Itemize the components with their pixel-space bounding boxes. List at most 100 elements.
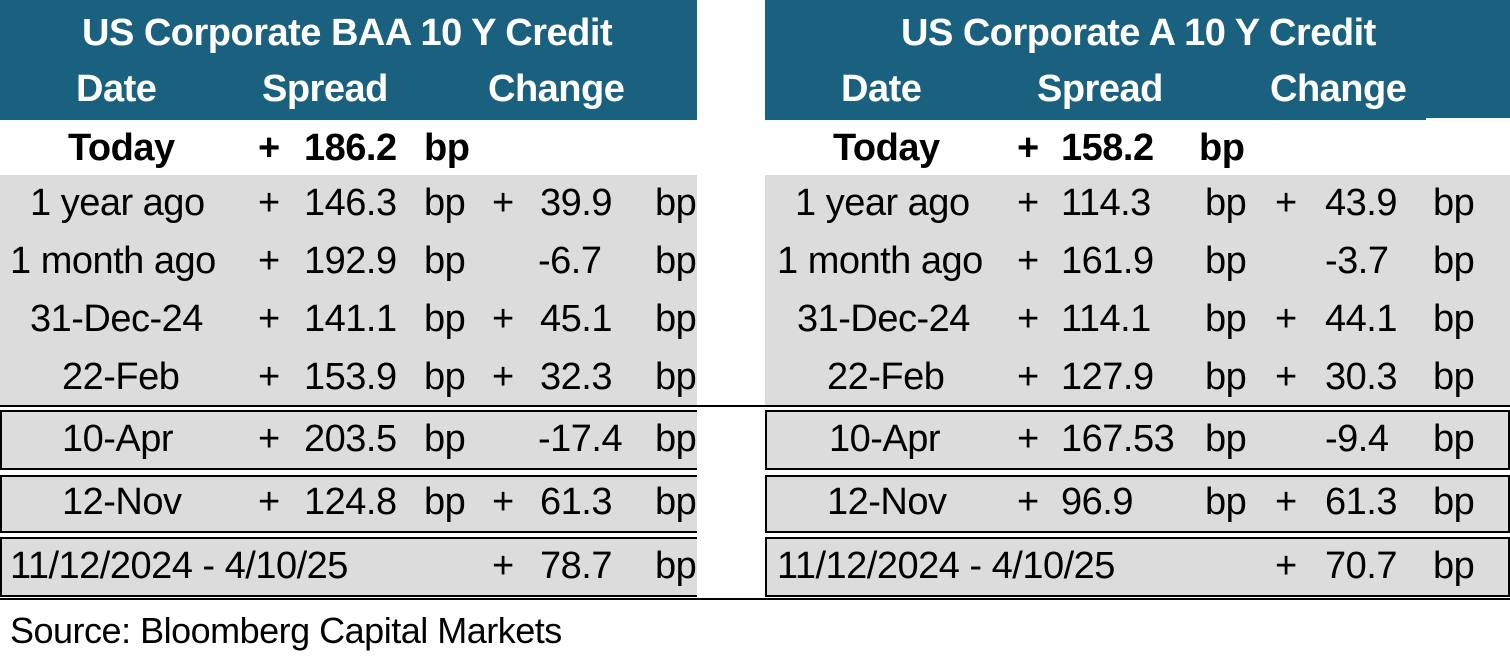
panel-gap xyxy=(697,0,765,600)
baa-col-spread: Spread xyxy=(262,68,388,110)
source-note: Source: Bloomberg Capital Markets xyxy=(10,610,562,651)
row-sign: + xyxy=(258,418,280,460)
a-nov-row: 12-Nov + 96.9 bp + 61.3 bp xyxy=(765,475,1510,533)
row-unit: bp xyxy=(1205,240,1247,282)
row-spread: 141.1 xyxy=(304,298,397,340)
row-sign: + xyxy=(1017,240,1039,282)
a-header-notch xyxy=(1426,0,1510,120)
table-row: 1 year ago + 146.3 bp + 39.9 bp xyxy=(0,175,745,232)
row-sign: + xyxy=(1017,481,1039,523)
a-today-label: Today xyxy=(833,127,940,169)
row-unit: bp xyxy=(1205,418,1247,460)
row-change-sign: + xyxy=(492,481,514,523)
section-divider xyxy=(0,405,1510,407)
row-label: 10-Apr xyxy=(829,418,941,460)
row-change-unit: bp xyxy=(1433,481,1475,523)
row-spread: 127.9 xyxy=(1061,356,1154,398)
row-change-sign: + xyxy=(492,356,514,398)
row-change-sign: + xyxy=(1275,356,1297,398)
baa-today-spread: 186.2 xyxy=(304,127,397,169)
row-label: 22-Feb xyxy=(62,356,180,398)
row-change-sign: + xyxy=(1275,545,1297,587)
a-history-block: 1 year ago + 114.3 bp + 43.9 bp 1 month … xyxy=(765,175,1510,407)
row-change-unit: bp xyxy=(655,298,697,340)
row-label: 10-Apr xyxy=(62,418,174,460)
a-today-sign: + xyxy=(1017,127,1039,169)
baa-today-unit: bp xyxy=(424,127,470,169)
a-today-unit: bp xyxy=(1199,127,1245,169)
row-spread: 167.53 xyxy=(1061,418,1175,460)
row-label: 11/12/2024 - 4/10/25 xyxy=(10,545,348,587)
row-sign: + xyxy=(1017,182,1039,224)
row-unit: bp xyxy=(424,240,466,282)
row-change-unit: bp xyxy=(655,481,697,523)
row-change: 32.3 xyxy=(540,356,612,398)
baa-today-label: Today xyxy=(68,127,175,169)
baa-nov-row: 12-Nov + 124.8 bp + 61.3 bp xyxy=(0,475,745,533)
row-spread: 114.1 xyxy=(1061,298,1151,340)
row-sign: + xyxy=(258,298,280,340)
row-change: 61.3 xyxy=(1325,481,1397,523)
row-sign: + xyxy=(1017,356,1039,398)
row-unit: bp xyxy=(1205,481,1247,523)
row-spread: 114.3 xyxy=(1061,182,1151,224)
a-spread-table: US Corporate A 10 Y Credit Date Spread C… xyxy=(765,0,1510,600)
row-change-sign: + xyxy=(1275,298,1297,340)
row-unit: bp xyxy=(1205,298,1247,340)
baa-col-date: Date xyxy=(76,68,157,110)
row-spread: 153.9 xyxy=(304,356,397,398)
row-unit: bp xyxy=(1205,356,1247,398)
row-sign: + xyxy=(1017,418,1039,460)
a-col-change: Change xyxy=(1270,68,1407,110)
row-unit: bp xyxy=(424,356,466,398)
baa-title: US Corporate BAA 10 Y Credit xyxy=(82,12,613,54)
row-change: 30.3 xyxy=(1325,356,1397,398)
row-label: 1 year ago xyxy=(795,182,970,224)
row-change: 61.3 xyxy=(540,481,612,523)
row-label: 12-Nov xyxy=(62,481,182,523)
row-change: 44.1 xyxy=(1325,298,1397,340)
row-label: 1 month ago xyxy=(10,240,216,282)
row-unit: bp xyxy=(424,182,466,224)
row-sign: + xyxy=(258,481,280,523)
row-change: 43.9 xyxy=(1325,182,1397,224)
row-label: 1 year ago xyxy=(30,182,205,224)
baa-today-sign: + xyxy=(258,127,280,169)
footer-divider xyxy=(0,598,1510,600)
row-sign: + xyxy=(258,182,280,224)
row-change-sign: + xyxy=(492,545,514,587)
row-change: 39.9 xyxy=(540,182,612,224)
row-change: -3.7 xyxy=(1325,240,1389,282)
a-col-spread: Spread xyxy=(1037,68,1163,110)
row-sign: + xyxy=(1017,298,1039,340)
baa-range-row: 11/12/2024 - 4/10/25 + 78.7 bp xyxy=(0,537,745,597)
row-change-unit: bp xyxy=(1433,182,1475,224)
row-change-unit: bp xyxy=(655,418,697,460)
table-row: 22-Feb + 153.9 bp + 32.3 bp xyxy=(0,349,745,406)
row-change: 45.1 xyxy=(540,298,612,340)
table-row: 22-Feb + 127.9 bp + 30.3 bp xyxy=(765,349,1510,406)
row-change-unit: bp xyxy=(1433,418,1475,460)
row-label: 31-Dec-24 xyxy=(797,298,970,340)
row-spread: 192.9 xyxy=(304,240,397,282)
row-label: 12-Nov xyxy=(827,481,947,523)
a-col-date: Date xyxy=(841,68,922,110)
row-label: 22-Feb xyxy=(827,356,945,398)
row-change: -9.4 xyxy=(1325,418,1389,460)
row-change: -17.4 xyxy=(538,418,623,460)
a-header: US Corporate A 10 Y Credit Date Spread C… xyxy=(765,0,1510,120)
row-change: 70.7 xyxy=(1325,545,1397,587)
baa-today-row: Today + 186.2 bp xyxy=(0,120,745,175)
row-spread: 146.3 xyxy=(304,182,397,224)
row-change-sign: + xyxy=(492,298,514,340)
row-unit: bp xyxy=(1205,182,1247,224)
baa-col-change: Change xyxy=(488,68,625,110)
row-change-sign: + xyxy=(492,182,514,224)
baa-spread-table: US Corporate BAA 10 Y Credit Date Spread… xyxy=(0,0,745,600)
row-unit: bp xyxy=(424,481,466,523)
row-change-unit: bp xyxy=(655,182,697,224)
row-sign: + xyxy=(258,356,280,398)
table-row: 31-Dec-24 + 114.1 bp + 44.1 bp xyxy=(765,291,1510,348)
row-change-unit: bp xyxy=(1433,545,1475,587)
row-change-unit: bp xyxy=(1433,356,1475,398)
